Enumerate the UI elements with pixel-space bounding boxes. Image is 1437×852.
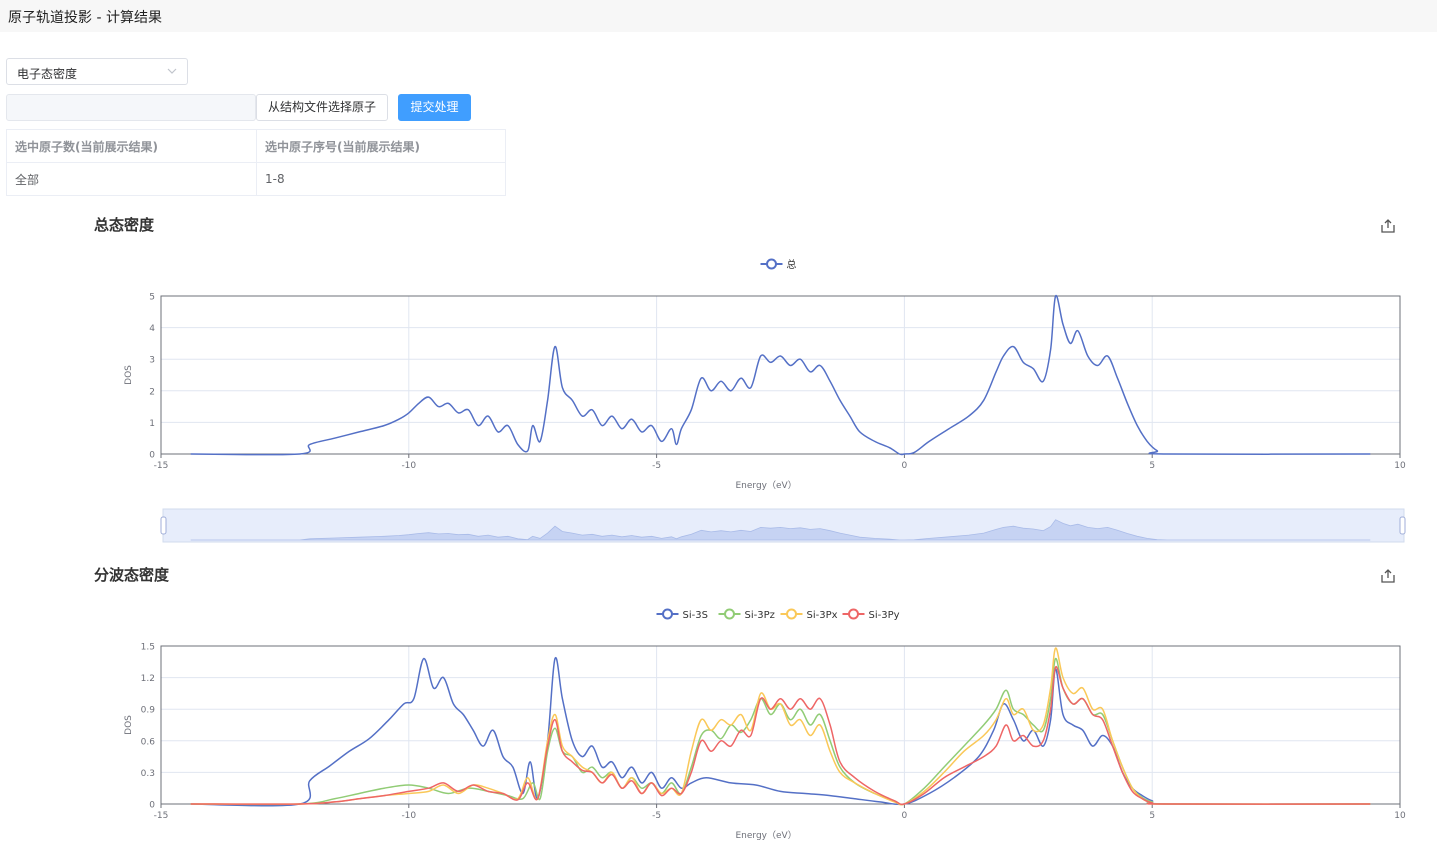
zoom-handle-right[interactable] (1399, 516, 1406, 535)
x-tick-label: -5 (652, 461, 661, 471)
x-tick-label: 5 (1149, 461, 1155, 471)
table-cell: 全部 (6, 162, 257, 196)
y-axis-label: DOS (124, 365, 134, 385)
legend-marker (848, 608, 859, 620)
series-line (190, 657, 1371, 806)
x-tick-label: 0 (902, 461, 908, 471)
y-axis-label: DOS (124, 715, 134, 735)
dos-type-select[interactable]: 电子态密度 (6, 58, 188, 85)
selection-table: 选中原子数(当前展示结果) 选中原子序号(当前展示结果) 全部 1-8 (6, 129, 506, 196)
export-icon[interactable] (1381, 219, 1395, 233)
zoom-handle-left[interactable] (160, 516, 167, 535)
page-title: 原子轨道投影 - 计算结果 (8, 10, 162, 26)
y-tick-label: 0.9 (141, 706, 156, 716)
y-tick-label: 1.5 (141, 643, 155, 653)
legend-item: Si-3Pz (718, 608, 775, 621)
legend-item: Si-3Px (780, 608, 838, 621)
y-tick-label: 0.6 (141, 737, 156, 747)
zoom-slider-preview (190, 519, 1371, 541)
legend-marker (662, 608, 673, 620)
legend-marker (786, 608, 797, 620)
table-header: 选中原子序号(当前展示结果) (256, 129, 506, 163)
y-tick-label: 2 (149, 387, 155, 397)
x-tick-label: 5 (1149, 811, 1155, 821)
y-tick-label: 4 (149, 324, 155, 334)
series-line (190, 294, 1371, 456)
x-tick-label: -10 (401, 461, 416, 471)
table-cell: 1-8 (256, 162, 506, 196)
submit-button[interactable]: 提交处理 (398, 94, 471, 121)
header-bar: 原子轨道投影 - 计算结果 (0, 0, 1437, 32)
x-tick-label: -5 (652, 811, 661, 821)
export-icon[interactable] (1381, 569, 1395, 583)
x-axis-label: Energy（eV） (736, 830, 797, 841)
legend-item: Si-3Py (842, 608, 900, 621)
legend-label: Si-3Pz (745, 610, 775, 621)
x-tick-label: -15 (154, 461, 169, 471)
series-line (190, 665, 1371, 806)
choose-atoms-button[interactable]: 从结构文件选择原子 (256, 94, 388, 121)
table-row: 全部 1-8 (6, 162, 506, 196)
x-tick-label: 10 (1394, 461, 1406, 471)
legend-label: Si-3Px (807, 610, 838, 621)
legend-label: 总 (787, 258, 797, 271)
x-tick-label: -15 (154, 811, 169, 821)
x-tick-label: 10 (1394, 811, 1406, 821)
atom-input[interactable] (6, 94, 256, 121)
table-header-row: 选中原子数(当前展示结果) 选中原子序号(当前展示结果) (6, 129, 506, 163)
legend-marker (766, 258, 777, 270)
total-dos-title: 总态密度 (94, 216, 155, 234)
legend-item: Si-3S (656, 608, 708, 621)
y-tick-label: 1.2 (141, 674, 155, 684)
x-tick-label: 0 (902, 811, 908, 821)
y-tick-label: 0 (149, 451, 155, 461)
partial-dos-chart: Si-3S Si-3Pz Si-3Px Si-3Py 0 0.3 0.6 0.9 1.2 1.5 -… (124, 608, 1406, 841)
plot-frame (160, 295, 1401, 455)
legend-item: 总 (760, 258, 797, 271)
legend-label: Si-3S (683, 610, 708, 621)
y-tick-label: 3 (149, 356, 155, 366)
y-tick-label: 1 (149, 419, 155, 429)
dos-type-select-value: 电子态密度 (17, 67, 78, 81)
x-tick-label: -10 (401, 811, 416, 821)
plot-frame (160, 645, 1401, 805)
partial-dos-title: 分波态密度 (94, 566, 170, 584)
series-line (190, 647, 1371, 806)
total-dos-chart: 总 0 1 2 3 4 5 -15 -10 -5 0 5 10 Energy（eV） DOS (124, 258, 1406, 543)
table-header: 选中原子数(当前展示结果) (6, 129, 257, 163)
y-tick-label: 5 (149, 293, 155, 303)
legend-marker (724, 608, 735, 620)
legend-label: Si-3Py (869, 610, 900, 621)
y-tick-label: 0 (149, 801, 155, 811)
series-line (190, 657, 1371, 807)
chevron-down-icon (167, 68, 177, 74)
x-axis-label: Energy（eV） (736, 480, 797, 491)
y-tick-label: 0.3 (141, 769, 155, 779)
